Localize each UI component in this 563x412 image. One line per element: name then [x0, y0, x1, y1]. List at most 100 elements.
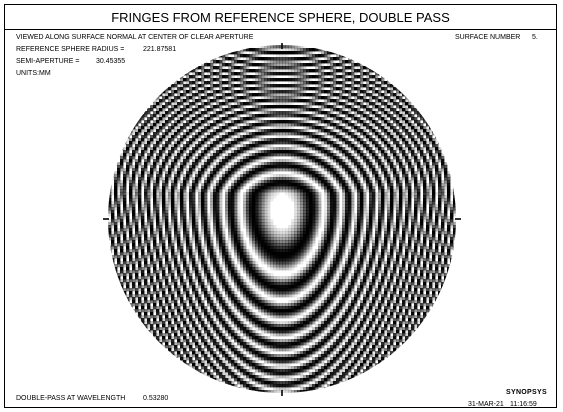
- fringe-cell: [267, 192, 271, 196]
- fringe-cell: [288, 78, 292, 82]
- fringe-cell: [327, 168, 331, 172]
- fringe-cell: [192, 168, 196, 172]
- fringe-cell: [192, 207, 196, 211]
- fringe-cell: [168, 225, 172, 229]
- fringe-cell: [192, 231, 196, 235]
- fringe-cell: [450, 222, 454, 226]
- fringe-cell: [303, 195, 307, 199]
- fringe-cell: [255, 63, 259, 67]
- fringe-cell: [162, 201, 166, 205]
- fringe-cell: [420, 219, 424, 223]
- fringe-cell: [429, 150, 433, 154]
- fringe-cell: [144, 222, 148, 226]
- units-label: UNITS:: [16, 70, 39, 77]
- fringe-cell: [171, 84, 175, 88]
- fringe-cell: [171, 228, 175, 232]
- fringe-cell: [264, 84, 268, 88]
- fringe-cell: [216, 147, 220, 151]
- fringe-cell: [228, 219, 232, 223]
- fringe-cell: [180, 81, 184, 85]
- fringe-cell: [396, 195, 400, 199]
- fringe-cell: [192, 201, 196, 205]
- fringe-cell: [306, 216, 310, 220]
- fringe-cell: [378, 108, 382, 112]
- fringe-cell: [396, 207, 400, 211]
- fringe-cell: [420, 222, 424, 226]
- fringe-cell: [114, 192, 118, 196]
- fringe-cell: [297, 60, 301, 64]
- fringe-cell: [270, 186, 274, 190]
- fringe-cell: [291, 75, 295, 79]
- fringe-cell: [318, 132, 322, 136]
- fringe-cell: [375, 156, 379, 160]
- fringe-cell: [114, 177, 118, 181]
- fringe-cell: [246, 87, 250, 91]
- fringe-cell: [213, 63, 217, 67]
- fringe-cell: [318, 201, 322, 205]
- fringe-cell: [222, 66, 226, 70]
- fringe-cell: [207, 126, 211, 130]
- fringe-cell: [210, 123, 214, 127]
- fringe-cell: [195, 162, 199, 166]
- fringe-cell: [273, 183, 277, 187]
- fringe-cell: [309, 222, 313, 226]
- fringe-cell: [333, 174, 337, 178]
- fringe-cell: [396, 84, 400, 88]
- fringe-cell: [219, 150, 223, 154]
- fringe-cell: [183, 174, 187, 178]
- fringe-cell: [216, 165, 220, 169]
- fringe-cell: [333, 60, 337, 64]
- fringe-cell: [294, 129, 298, 133]
- fringe-cell: [231, 105, 235, 109]
- fringe-cell: [177, 87, 181, 91]
- fringe-cell: [354, 69, 358, 73]
- fringe-cell: [360, 171, 364, 175]
- fringe-cell: [261, 72, 265, 76]
- fringe-cell: [228, 135, 232, 139]
- fringe-cell: [435, 216, 439, 220]
- fringe-cell: [426, 201, 430, 205]
- fringe-cell: [189, 123, 193, 127]
- fringe-cell: [381, 72, 385, 76]
- fringe-cell: [357, 84, 361, 88]
- fringe-cell: [252, 144, 256, 148]
- fringe-cell: [291, 219, 295, 223]
- fringe-cell: [159, 192, 163, 196]
- fringe-cell: [156, 174, 160, 178]
- fringe-cell: [249, 222, 253, 226]
- fringe-cell: [144, 150, 148, 154]
- fringe-cell: [396, 93, 400, 97]
- fringe-cell: [324, 75, 328, 79]
- fringe-cell: [246, 222, 250, 226]
- fringe-cell: [192, 165, 196, 169]
- fringe-cell: [381, 153, 385, 157]
- fringe-cell: [270, 168, 274, 172]
- fringe-cell: [291, 108, 295, 112]
- fringe-cell: [258, 210, 262, 214]
- fringe-cell: [207, 231, 211, 235]
- fringe-cell: [372, 102, 376, 106]
- fringe-cell: [240, 180, 244, 184]
- fringe-cell: [153, 180, 157, 184]
- fringe-cell: [318, 105, 322, 109]
- fringe-cell: [180, 159, 184, 163]
- fringe-cell: [120, 222, 124, 226]
- fringe-cell: [399, 126, 403, 130]
- fringe-cell: [153, 102, 157, 106]
- fringe-cell: [408, 228, 412, 232]
- fringe-cell: [216, 186, 220, 190]
- fringe-cell: [378, 177, 382, 181]
- fringe-cell: [213, 135, 217, 139]
- fringe-cell: [396, 156, 400, 160]
- fringe-cell: [252, 222, 256, 226]
- fringe-cell: [381, 138, 385, 142]
- fringe-cell: [285, 153, 289, 157]
- fringe-cell: [129, 138, 133, 142]
- fringe-cell: [432, 201, 436, 205]
- fringe-cell: [438, 195, 442, 199]
- fringe-cell: [162, 195, 166, 199]
- fringe-cell: [255, 93, 259, 97]
- fringe-cell: [405, 111, 409, 115]
- fringe-cell: [312, 63, 316, 67]
- fringe-cell: [300, 99, 304, 103]
